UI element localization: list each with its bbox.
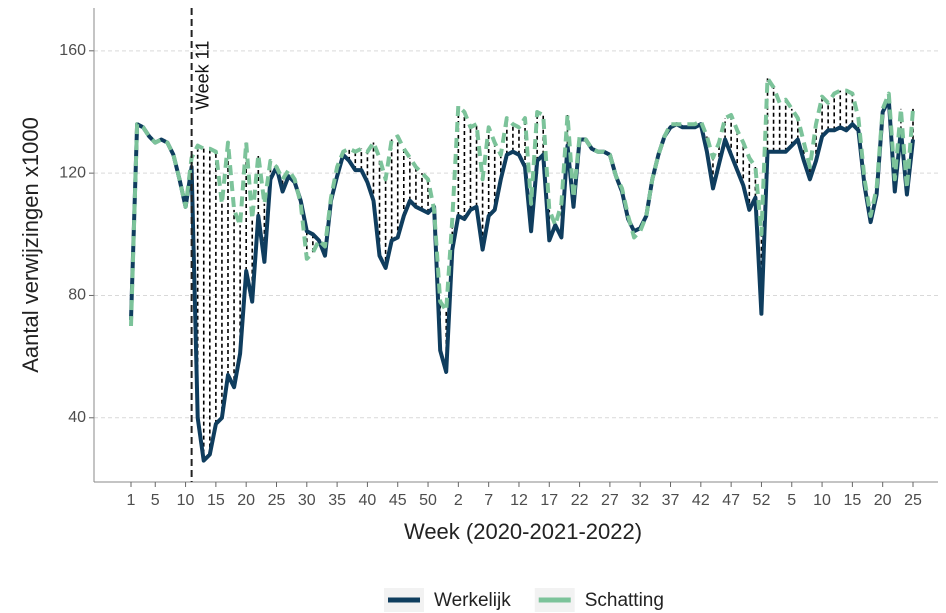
x-tick-label: 40 <box>359 492 377 509</box>
series-line <box>129 76 915 327</box>
x-tick-label: 17 <box>540 492 558 509</box>
x-tick-label: 12 <box>510 492 528 509</box>
x-tick-label: 35 <box>328 492 346 509</box>
x-tick-label: 5 <box>787 492 796 509</box>
reference-label: Week 11 <box>192 41 212 110</box>
x-tick-label: 42 <box>692 492 710 509</box>
y-tick-label: 80 <box>68 287 86 304</box>
x-tick-label: 37 <box>662 492 680 509</box>
series-line <box>129 97 915 463</box>
x-tick-label: 15 <box>207 492 225 509</box>
x-tick-label: 47 <box>722 492 740 509</box>
x-tick-label: 15 <box>843 492 861 509</box>
x-tick-label: 30 <box>298 492 316 509</box>
x-tick-label: 7 <box>484 492 493 509</box>
y-axis-title: Aantal verwijzingen x1000 <box>18 117 43 373</box>
x-tick-label: 27 <box>601 492 619 509</box>
y-tick-label: 120 <box>59 164 86 181</box>
y-tick-label: 40 <box>68 409 86 426</box>
x-tick-label: 2 <box>454 492 463 509</box>
x-tick-label: 10 <box>813 492 831 509</box>
x-axis-title: Week (2020-2021-2022) <box>404 519 642 544</box>
x-tick-label: 20 <box>874 492 892 509</box>
y-tick-label: 160 <box>59 42 86 59</box>
x-tick-label: 32 <box>631 492 649 509</box>
x-tick-label: 52 <box>753 492 771 509</box>
x-tick-label: 5 <box>151 492 160 509</box>
x-tick-label: 10 <box>177 492 195 509</box>
x-tick-label: 50 <box>419 492 437 509</box>
x-tick-label: 25 <box>904 492 922 509</box>
x-tick-label: 22 <box>571 492 589 509</box>
legend-label: Werkelijk <box>434 590 511 611</box>
x-tick-label: 25 <box>268 492 286 509</box>
x-tick-label: 1 <box>127 492 136 509</box>
x-tick-label: 45 <box>389 492 407 509</box>
legend-label: Schatting <box>585 590 664 611</box>
x-tick-label: 20 <box>237 492 255 509</box>
